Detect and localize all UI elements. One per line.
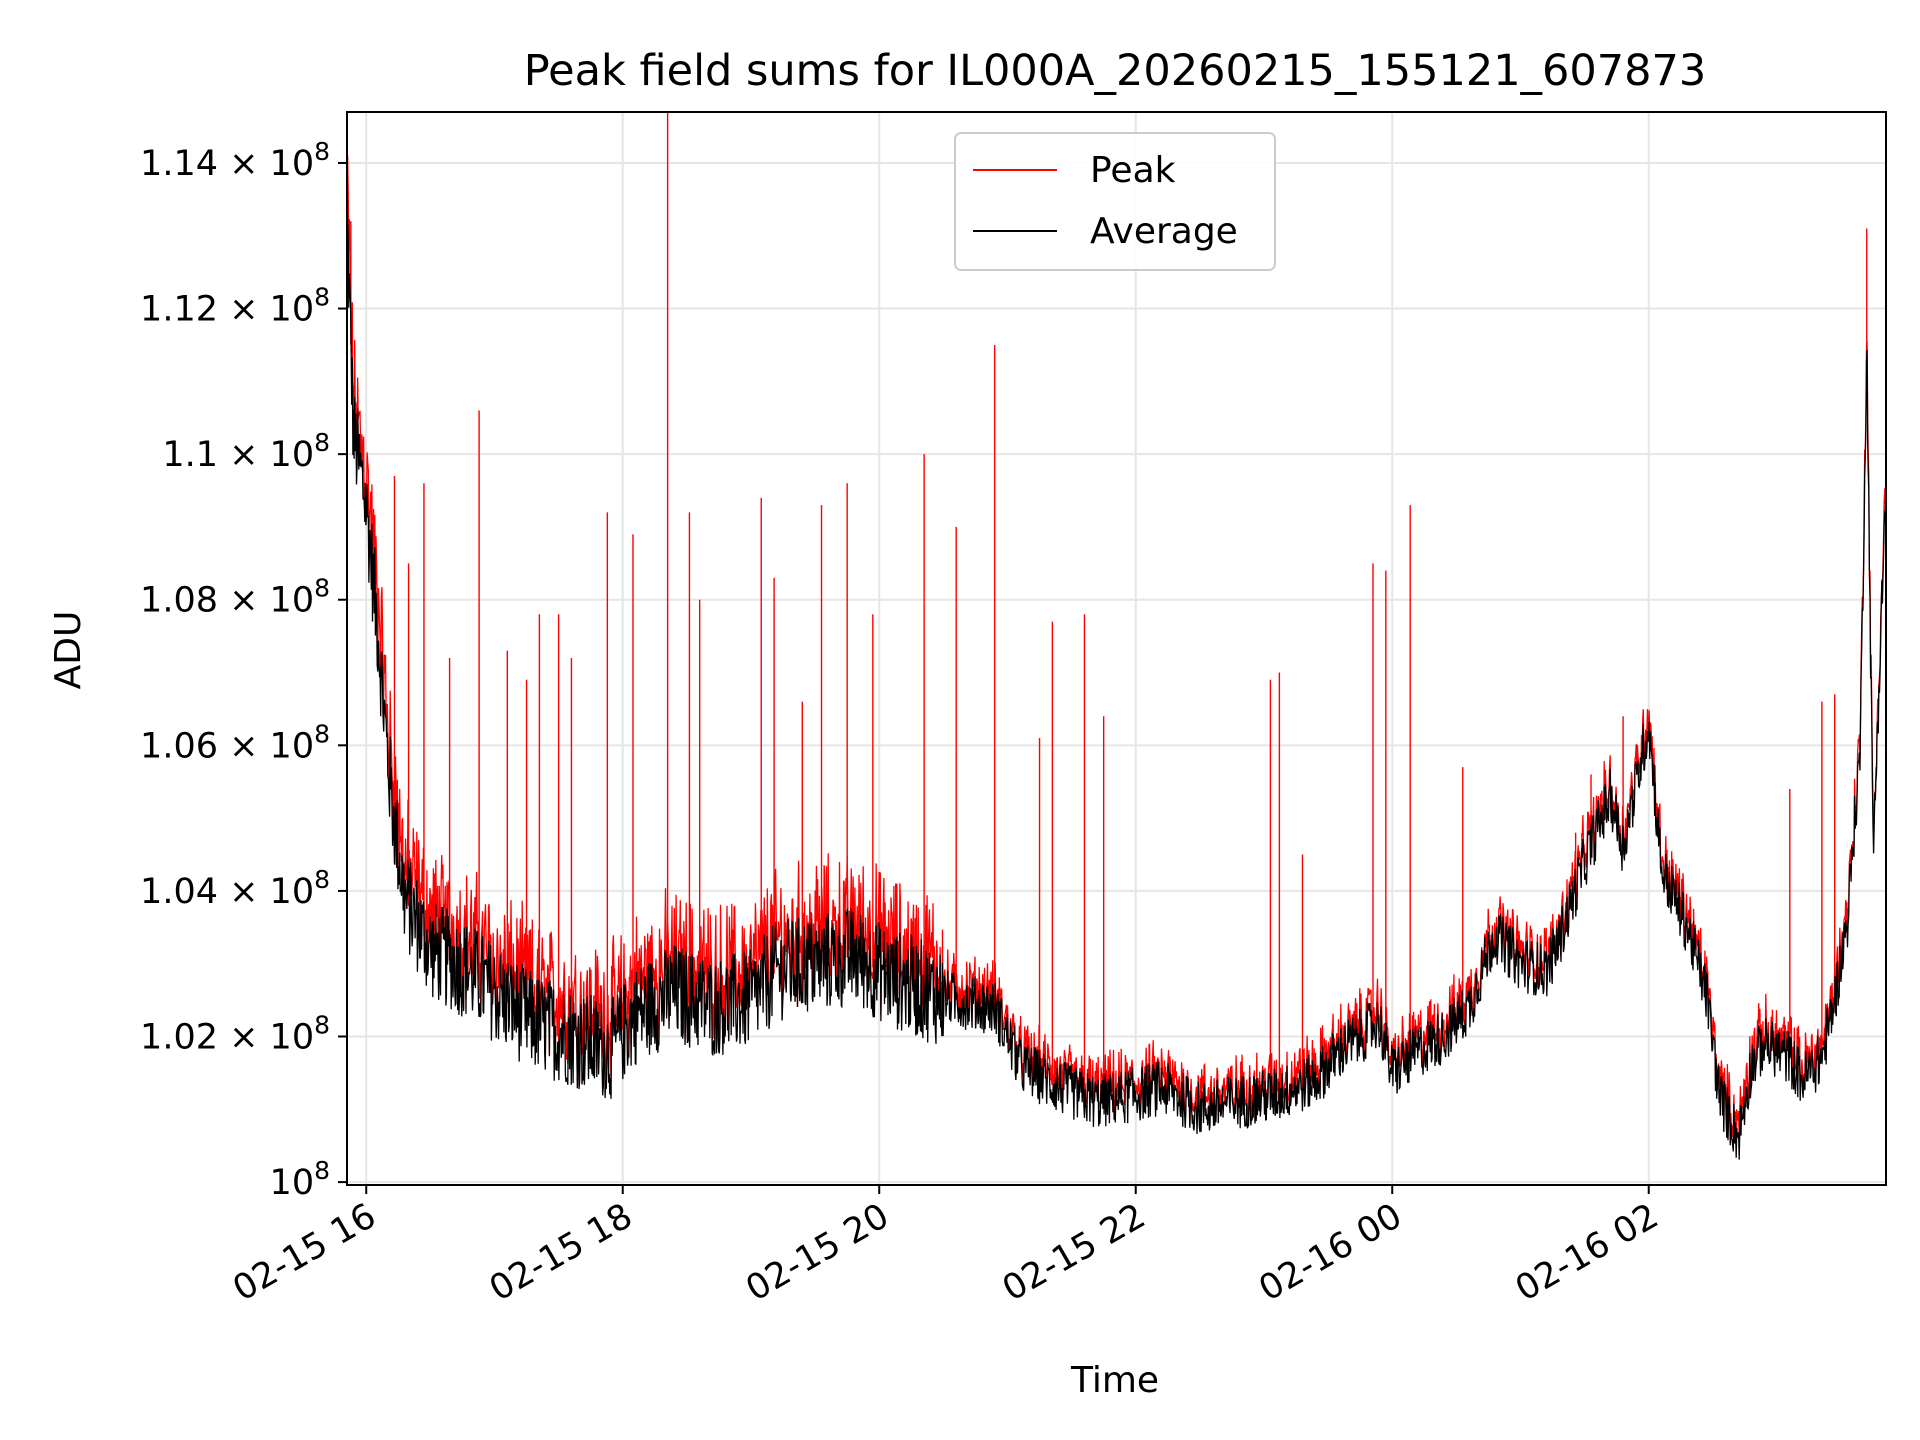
y-tick-label: 1.06 × 108 [140, 719, 330, 766]
y-tick-label: 1.12 × 108 [140, 283, 330, 330]
y-axis: 108 1.02 × 108 1.04 × 108 1.06 × 108 1.08 × … [140, 137, 347, 1203]
y-tick-label: 108 [270, 1156, 330, 1203]
x-axis-label: Time [1070, 1360, 1159, 1401]
y-tick-label: 1.1 × 108 [162, 428, 330, 475]
legend-frame [954, 132, 1276, 271]
legend: Peak Average [954, 132, 1276, 271]
y-axis-label: ADU [48, 611, 89, 690]
y-tick-label: 1.02 × 108 [140, 1010, 330, 1057]
legend-peak-label: Peak [1090, 150, 1176, 191]
legend-average-label: Average [1090, 211, 1238, 252]
chart-title: Peak field sums for IL000A_20260215_1551… [524, 46, 1706, 96]
y-tick-label: 1.08 × 108 [140, 574, 330, 621]
plot-frame [346, 111, 1887, 1186]
y-tick-label: 1.14 × 108 [140, 137, 330, 184]
y-tick-label: 1.04 × 108 [140, 865, 330, 912]
average-line [346, 198, 1887, 1160]
series-average [346, 198, 1887, 1160]
